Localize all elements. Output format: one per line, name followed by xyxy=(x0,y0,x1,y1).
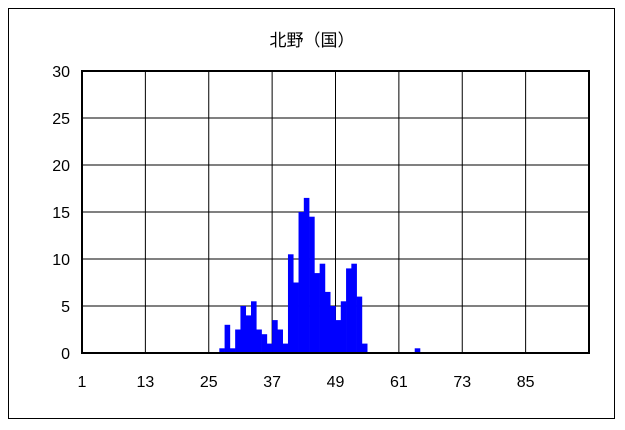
histogram-bar xyxy=(298,212,305,353)
chart-title: 北野（国） xyxy=(270,31,355,50)
histogram-bar xyxy=(340,301,347,353)
y-tick-label: 30 xyxy=(52,64,70,81)
histogram-bar xyxy=(324,291,331,353)
histogram-bar xyxy=(235,329,241,353)
plot-area xyxy=(81,70,590,354)
histogram-bar xyxy=(314,273,320,353)
axis-tick-labels: 0 5 10 15 20 25 30 1 13 25 37 49 61 73 85 xyxy=(52,64,534,391)
x-tick-label: 1 xyxy=(78,374,87,391)
grid-lines xyxy=(82,71,589,353)
y-tick-label: 0 xyxy=(61,346,70,363)
histogram-bar xyxy=(224,324,231,353)
y-tick-label: 20 xyxy=(52,158,70,175)
histogram-bar xyxy=(219,348,225,353)
x-tick-label: 37 xyxy=(263,374,281,391)
x-tick-label: 73 xyxy=(453,374,471,391)
bar-series xyxy=(219,197,421,353)
histogram-bar xyxy=(256,329,262,353)
histogram-bar xyxy=(356,296,363,353)
y-tick-label: 5 xyxy=(61,299,70,316)
histogram-bar xyxy=(309,216,315,353)
histogram-bar xyxy=(351,263,357,353)
histogram-bar xyxy=(414,348,421,353)
histogram-bar xyxy=(245,315,252,353)
histogram-bar xyxy=(266,343,273,353)
x-tick-label: 25 xyxy=(200,374,218,391)
histogram-bar xyxy=(251,301,257,353)
histogram-bar xyxy=(240,306,247,353)
histogram-bar xyxy=(335,320,342,353)
x-tick-label: 61 xyxy=(390,374,408,391)
histogram-bar xyxy=(272,320,278,353)
histogram-bar xyxy=(361,343,368,353)
histogram-bar xyxy=(330,306,336,353)
y-tick-label: 25 xyxy=(52,111,70,128)
histogram-bar xyxy=(229,348,236,353)
histogram-bar xyxy=(282,343,289,353)
x-tick-label: 13 xyxy=(136,374,154,391)
histogram-bar xyxy=(287,254,294,353)
histogram-bar xyxy=(293,282,299,353)
x-tick-label: 85 xyxy=(517,374,535,391)
histogram-bar xyxy=(277,329,283,353)
x-tick-label: 49 xyxy=(327,374,345,391)
y-tick-label: 10 xyxy=(52,252,70,269)
histogram-bar xyxy=(346,268,352,353)
histogram-bar xyxy=(303,197,310,353)
histogram-bar xyxy=(319,263,326,353)
histogram-bar xyxy=(261,334,268,353)
y-tick-label: 15 xyxy=(52,205,70,222)
